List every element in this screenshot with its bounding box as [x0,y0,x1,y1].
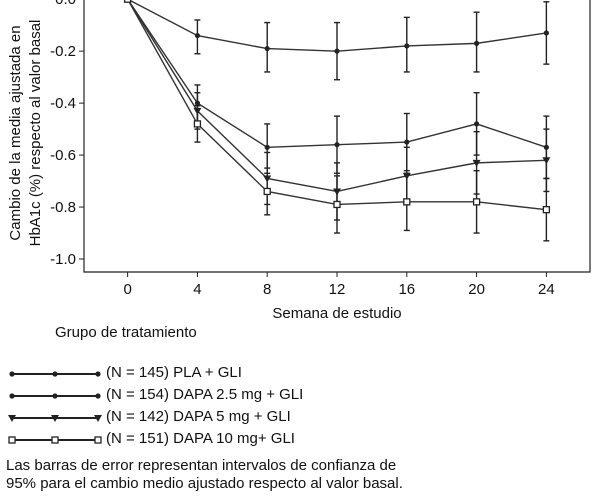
y-tick-label: -0.4 [50,95,76,112]
legend-point [94,415,102,422]
x-tick-label: 16 [398,281,415,298]
footnote-line-1: Las barras de error representan interval… [6,457,397,474]
x-tick-label: 12 [329,281,346,298]
legend-point [8,415,16,422]
series-4 [123,0,551,242]
legend-title: Grupo de tratamiento [55,324,197,341]
data-point [263,187,271,196]
legend-marker-square [8,436,102,444]
data-point [193,120,202,128]
legend-item-dapa-10: (N = 151) DAPA 10 mg+ GLI [6,430,426,452]
legend: (N = 145) PLA + GLI (N = 154) DAPA 2.5 m… [6,364,426,452]
y-tick-label: 0.0 [55,0,76,8]
data-point [404,43,410,49]
legend-marker-circle [9,393,101,399]
legend-point [52,393,58,399]
data-point [473,121,480,127]
x-tick-label: 0 [123,281,131,298]
chart: 0.0 -0.2 -0.4 -0.6 -0.8 -1.0 0 4 8 12 16 20 24 Semana… [7,0,591,322]
data-point [472,159,481,167]
legend-point [9,371,15,377]
data-point [333,200,341,209]
y-tick-label: -0.6 [50,147,76,164]
y-axis-label-line-1: Cambio de la media ajustada en [7,25,24,240]
legend-point [51,436,59,444]
data-point [264,45,270,52]
x-axis-label: Semana de estudio [272,305,401,322]
x-tick-label: 24 [538,281,555,298]
series-1 [125,0,550,81]
y-tick-label: -0.2 [50,43,76,60]
data-point [472,198,481,206]
footnote-line-2: 95% para el cambio medio ajustado respec… [6,475,403,492]
legend-item-dapa-2-5: (N = 154) DAPA 2.5 mg + GLI [6,386,426,408]
legend-item-pla: (N = 145) PLA + GLI [6,364,426,386]
data-point [542,205,551,214]
legend-point [9,393,15,399]
data-point [123,0,132,3]
x-tick-label: 20 [468,281,485,298]
legend-marker-circle [9,371,101,377]
data-point [334,48,340,54]
footnote: Las barras de error representan interval… [6,457,566,493]
legend-label: (N = 145) PLA + GLI [106,364,242,381]
x-tick-label: 4 [193,281,201,298]
legend-point [51,415,59,422]
data-point [334,142,340,148]
legend-item-dapa-5: (N = 142) DAPA 5 mg + GLI [6,408,426,430]
data-point [543,30,549,36]
data-point [194,32,201,39]
legend-point [52,371,58,377]
legend-point [95,371,101,377]
data-point [542,157,551,165]
legend-point [94,436,102,444]
legend-label: (N = 142) DAPA 5 mg + GLI [106,408,291,425]
legend-point [8,436,16,444]
legend-marker-triangle [8,415,102,422]
x-tick-label: 8 [263,281,271,298]
y-tick-label: -1.0 [50,251,76,268]
legend-label: (N = 154) DAPA 2.5 mg + GLI [106,386,304,403]
data-point [404,139,410,145]
data-point [473,40,480,46]
data-point [403,198,411,206]
y-tick-label: -0.8 [50,199,76,216]
y-axis-label-line-2: HbA1c (%) respecto al valor basal [27,20,44,247]
legend-label: (N = 151) DAPA 10 mg+ GLI [106,430,295,447]
legend-point [95,393,101,399]
data-point [264,144,270,150]
